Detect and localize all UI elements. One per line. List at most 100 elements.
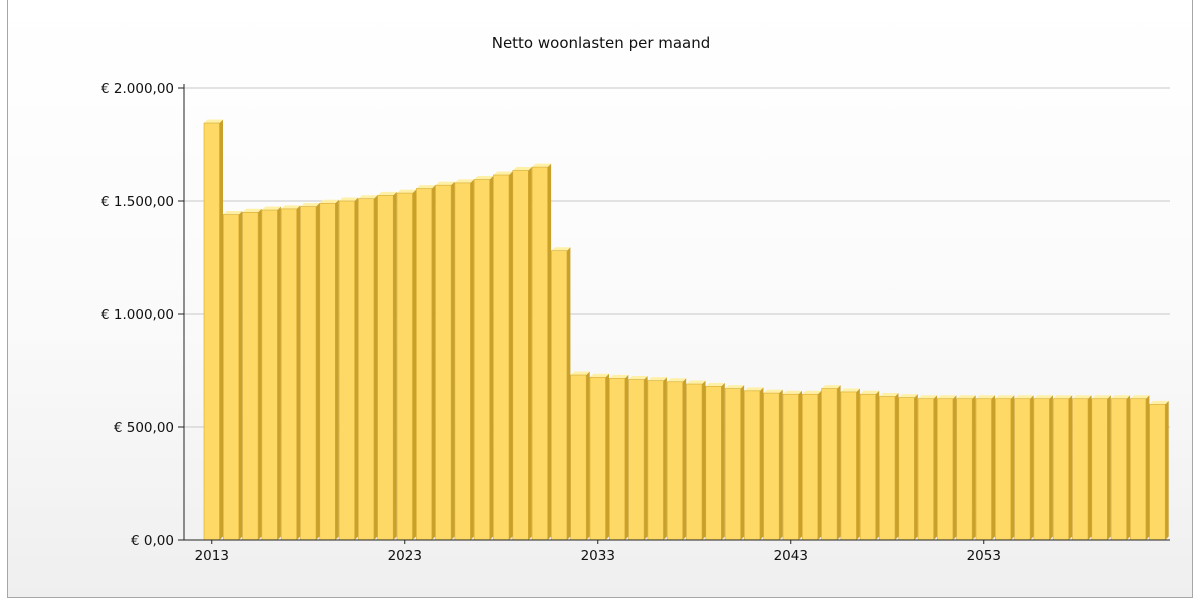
bar-front xyxy=(1014,398,1031,541)
bar-top xyxy=(1149,400,1169,405)
bar-side xyxy=(1165,400,1169,540)
bar xyxy=(782,390,802,541)
bar-front xyxy=(242,212,259,541)
bar xyxy=(840,388,860,541)
bar-front xyxy=(261,209,278,541)
bar xyxy=(975,395,995,541)
bar xyxy=(821,385,841,541)
bar-front xyxy=(705,386,722,541)
bar xyxy=(396,189,416,541)
bar-top xyxy=(590,373,609,378)
bar-top xyxy=(397,189,416,194)
bar-front xyxy=(647,380,664,541)
bar xyxy=(994,395,1015,541)
x-tick-label: 2053 xyxy=(967,548,1001,564)
bar-top xyxy=(319,199,339,204)
bar xyxy=(531,163,552,541)
bar-front xyxy=(531,166,548,541)
bar-side xyxy=(219,119,223,540)
bar-top xyxy=(802,390,822,395)
bar-side xyxy=(702,380,706,540)
bar-side xyxy=(1145,395,1150,540)
bar-side xyxy=(972,395,976,540)
bar-side xyxy=(354,197,359,540)
bar-top xyxy=(358,195,378,199)
bar-front xyxy=(493,174,510,541)
bar xyxy=(859,390,880,541)
bar-front xyxy=(377,195,394,541)
bar-front xyxy=(396,192,413,541)
bar xyxy=(1130,395,1150,541)
bar-side xyxy=(547,163,552,540)
bar-side xyxy=(258,208,262,541)
bar xyxy=(666,378,687,541)
bar-front xyxy=(956,398,973,541)
bar-side xyxy=(779,389,783,540)
bar-top xyxy=(744,387,764,391)
bar-front xyxy=(975,398,992,541)
bar-side xyxy=(605,373,609,540)
bar-side xyxy=(624,374,629,540)
bar-front xyxy=(628,379,645,541)
bar xyxy=(1052,395,1073,541)
x-tick-label: 2033 xyxy=(581,548,615,564)
bar xyxy=(1014,395,1034,541)
bar-top xyxy=(281,205,301,209)
bar-front xyxy=(551,250,568,541)
bar-front xyxy=(473,179,491,541)
y-tick-label: € 0,00 xyxy=(131,533,174,549)
bar xyxy=(551,247,571,541)
bar-side xyxy=(1126,395,1131,540)
bar-side xyxy=(837,385,841,540)
bar-front xyxy=(1130,398,1147,541)
bar-front xyxy=(203,122,220,541)
bar-top xyxy=(204,119,223,124)
bar xyxy=(956,395,976,541)
bar-top xyxy=(1014,395,1034,399)
bar-top xyxy=(918,395,938,399)
bar-side xyxy=(1010,395,1015,540)
bar-top xyxy=(512,166,532,171)
bar-side xyxy=(644,376,648,540)
bar-top xyxy=(1033,395,1053,399)
bar xyxy=(1033,395,1053,541)
chart-panel: Netto woonlasten per maand € 0,00 € 500,0… xyxy=(7,0,1193,598)
bar-side xyxy=(759,387,764,540)
bar-top xyxy=(956,395,976,399)
bar-chart: Netto woonlasten per maand € 0,00 € 500,0… xyxy=(101,34,1170,564)
bar-side xyxy=(952,395,957,540)
bar-top xyxy=(474,176,494,180)
bar xyxy=(1091,395,1111,541)
bar-front xyxy=(994,398,1012,541)
bar-front xyxy=(415,188,433,541)
bar-front xyxy=(937,398,954,541)
bar-top xyxy=(1091,395,1111,399)
bar-side xyxy=(721,382,725,540)
bar-front xyxy=(358,198,375,541)
bar-front xyxy=(1052,398,1069,541)
bar-side xyxy=(1107,395,1111,540)
bar-side xyxy=(817,390,822,540)
bar xyxy=(358,195,378,541)
bar xyxy=(628,376,648,541)
bar-top xyxy=(628,376,648,380)
bar-front xyxy=(763,392,780,541)
bar-front xyxy=(608,378,626,541)
bar-top xyxy=(821,385,841,389)
bar-front xyxy=(1110,398,1127,541)
bar-top xyxy=(879,392,899,397)
bar-front xyxy=(1033,398,1050,541)
bar-side xyxy=(740,385,745,540)
bar-top xyxy=(976,395,995,399)
bar xyxy=(242,208,262,541)
bar xyxy=(338,197,359,541)
bar-side xyxy=(875,390,880,540)
bar-side xyxy=(663,377,667,540)
bar-side xyxy=(914,394,918,540)
bar-side xyxy=(991,395,995,540)
bar-side xyxy=(373,195,378,541)
bar xyxy=(937,395,957,541)
bar-top xyxy=(416,185,436,189)
bar xyxy=(647,377,667,541)
bar-top xyxy=(647,377,667,381)
